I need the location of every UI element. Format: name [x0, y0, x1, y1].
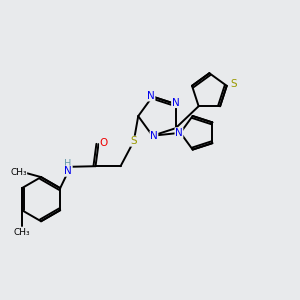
Text: N: N [64, 166, 72, 176]
Text: S: S [230, 79, 236, 89]
Text: CH₃: CH₃ [14, 228, 30, 237]
Text: N: N [150, 131, 158, 141]
Text: O: O [100, 138, 108, 148]
Text: S: S [130, 136, 137, 146]
Text: N: N [172, 98, 179, 108]
Text: CH₃: CH₃ [10, 168, 27, 177]
Text: N: N [147, 91, 155, 101]
Text: H: H [64, 159, 72, 169]
Text: N: N [175, 128, 183, 138]
